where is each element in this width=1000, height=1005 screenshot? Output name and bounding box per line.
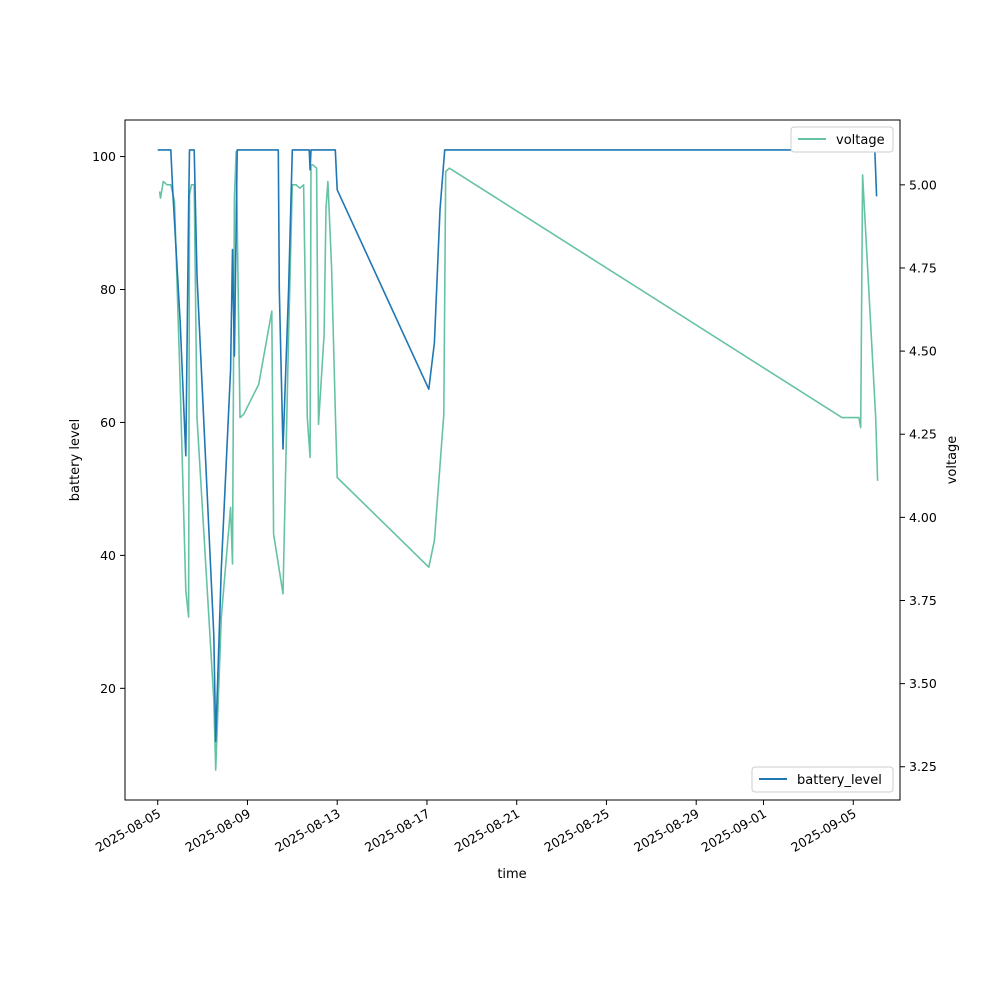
y-tick-label: 40 bbox=[100, 548, 116, 563]
y-tick-label: 80 bbox=[100, 282, 116, 297]
y-axis-label: battery level bbox=[68, 419, 83, 502]
y2-tick-label: 5.00 bbox=[909, 177, 937, 192]
axes-layer bbox=[124, 119, 901, 801]
y2-tick-label: 4.75 bbox=[909, 260, 937, 275]
y-tick-label: 20 bbox=[100, 681, 116, 696]
x-tick-label: 2025-08-25 bbox=[542, 806, 612, 855]
x-tick-label: 2025-08-05 bbox=[93, 806, 163, 855]
y2-axis-label: voltage bbox=[945, 436, 960, 485]
legend-box bbox=[751, 766, 894, 793]
x-tick-label: 2025-08-29 bbox=[631, 806, 701, 855]
x-tick-label: 2025-08-09 bbox=[183, 806, 253, 855]
y2-tick-label: 4.25 bbox=[909, 427, 937, 442]
series-line-voltage bbox=[158, 150, 879, 771]
x-axis-label: time bbox=[497, 867, 526, 882]
x-tick-label: 2025-08-17 bbox=[362, 806, 432, 855]
y-axis-ticks: 20 40 60 80 100 bbox=[92, 149, 125, 696]
y2-tick-label: 3.75 bbox=[909, 593, 937, 608]
legend-box bbox=[790, 126, 894, 153]
x-tick-label: 2025-09-01 bbox=[699, 806, 769, 855]
y2-tick-label: 4.50 bbox=[909, 344, 937, 359]
legend-label-voltage: voltage bbox=[836, 133, 885, 148]
y-tick-label: 60 bbox=[100, 415, 116, 430]
legend-voltage: voltage bbox=[790, 126, 894, 153]
y-tick-label: 100 bbox=[92, 149, 116, 164]
x-axis-ticks: 2025-08-05 2025-08-09 2025-08-13 2025-08-17… bbox=[93, 800, 859, 855]
series-line-battery-level bbox=[157, 149, 878, 743]
y2-tick-label: 3.25 bbox=[909, 759, 937, 774]
y2-axis-ticks: 3.25 3.50 3.75 4.00 4.25 4.50 4.75 5.00 bbox=[900, 177, 937, 774]
y2-tick-label: 4.00 bbox=[909, 510, 937, 525]
legend-battery-level: battery_level bbox=[751, 766, 894, 793]
x-tick-label: 2025-08-21 bbox=[452, 806, 522, 855]
x-tick-label: 2025-09-05 bbox=[788, 806, 858, 855]
plot-frame bbox=[124, 119, 901, 801]
x-tick-label: 2025-08-13 bbox=[272, 806, 342, 855]
y2-tick-label: 3.50 bbox=[909, 676, 937, 691]
legend-label-battery-level: battery_level bbox=[797, 773, 882, 788]
series-layer bbox=[157, 149, 879, 771]
